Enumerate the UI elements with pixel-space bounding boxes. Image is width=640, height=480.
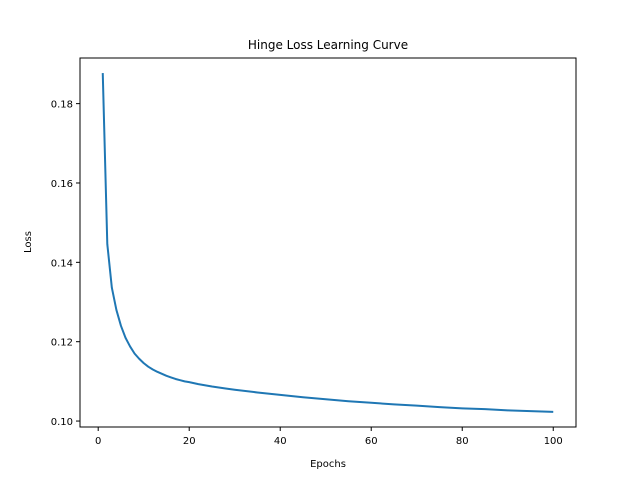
- x-tick-label: 100: [544, 436, 563, 447]
- x-axis-label: Epochs: [310, 459, 346, 470]
- x-tick-label: 0: [95, 436, 101, 447]
- x-tick-label: 60: [365, 436, 378, 447]
- x-tick-label: 40: [274, 436, 287, 447]
- series-line-0: [101, 73, 554, 413]
- y-tick-label: 0.14: [51, 258, 73, 269]
- y-tick-label: 0.12: [51, 338, 73, 349]
- y-tick-label: 0.16: [51, 179, 73, 190]
- x-axis: 0 20 40 60 80 100: [95, 427, 563, 447]
- axes-frame: [79, 57, 577, 428]
- plot-area: [79, 57, 577, 428]
- chart-title: Hinge Loss Learning Curve: [248, 38, 408, 52]
- y-axis-label: Loss: [23, 231, 34, 253]
- x-tick-label: 80: [456, 436, 469, 447]
- y-tick-label: 0.18: [51, 100, 73, 111]
- y-axis: 0.10 0.12 0.14 0.16 0.18: [51, 100, 80, 428]
- y-tick-label: 0.10: [51, 417, 73, 428]
- x-tick-label: 20: [183, 436, 196, 447]
- series-layer: [101, 73, 554, 413]
